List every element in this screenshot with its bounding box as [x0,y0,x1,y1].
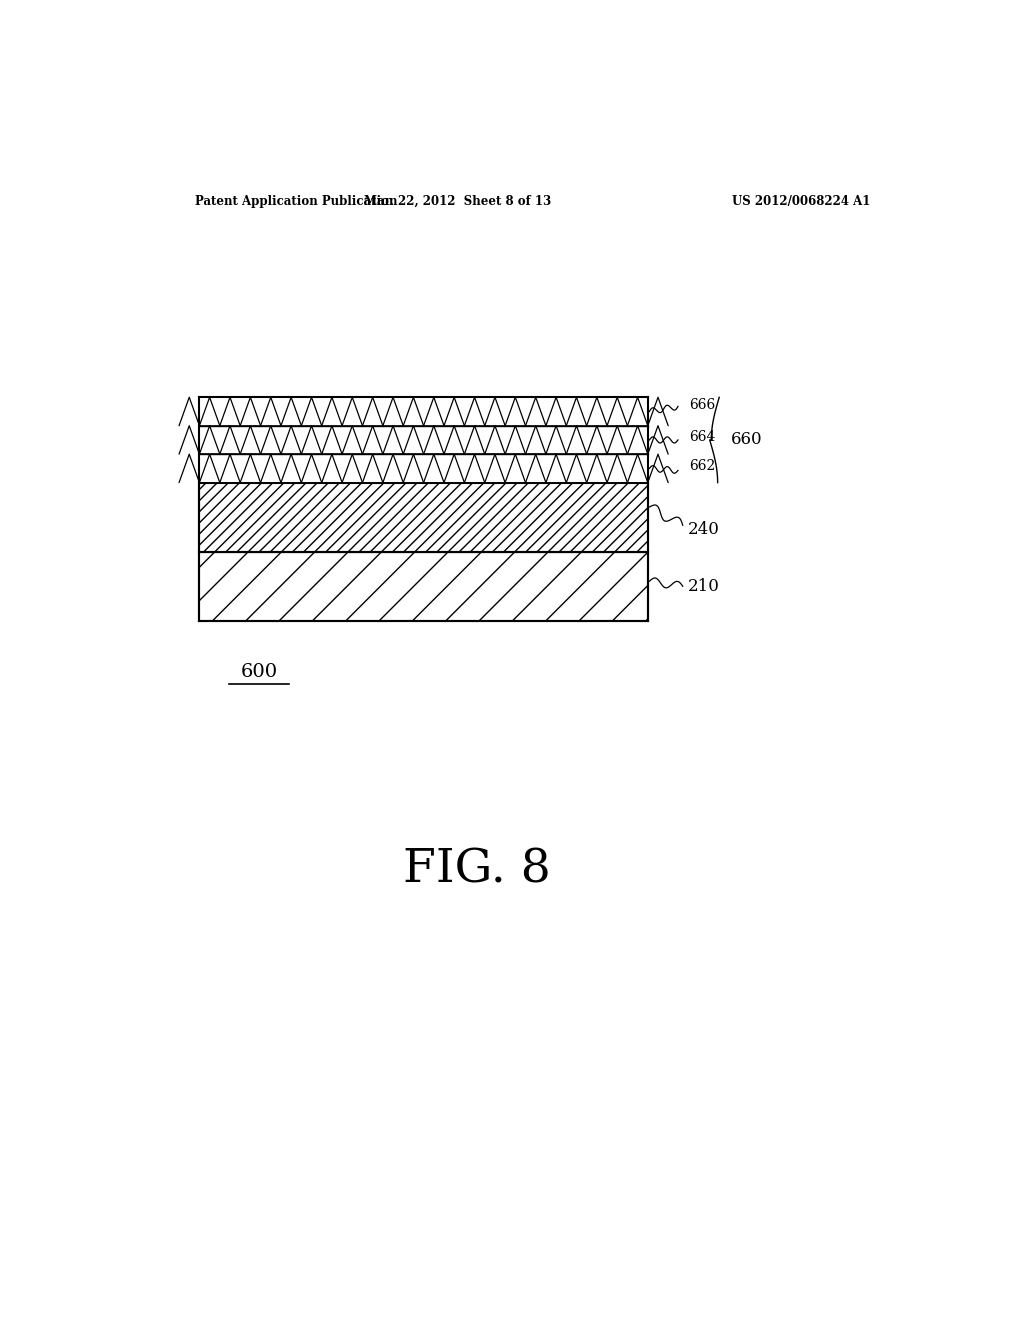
Bar [200,397,648,426]
Text: Patent Application Publication: Patent Application Publication [196,194,398,207]
Text: 600: 600 [241,663,278,681]
Text: 240: 240 [687,521,720,537]
Bar [200,454,648,483]
Text: 662: 662 [689,459,716,474]
Text: 664: 664 [689,430,716,444]
Bar [200,552,648,620]
Bar [200,426,648,454]
Text: FIG. 8: FIG. 8 [403,847,551,892]
Bar [200,483,648,552]
Text: 210: 210 [687,578,720,595]
Text: Mar. 22, 2012  Sheet 8 of 13: Mar. 22, 2012 Sheet 8 of 13 [364,194,551,207]
Text: 666: 666 [689,399,716,412]
Text: US 2012/0068224 A1: US 2012/0068224 A1 [731,194,870,207]
Text: 660: 660 [731,432,763,449]
